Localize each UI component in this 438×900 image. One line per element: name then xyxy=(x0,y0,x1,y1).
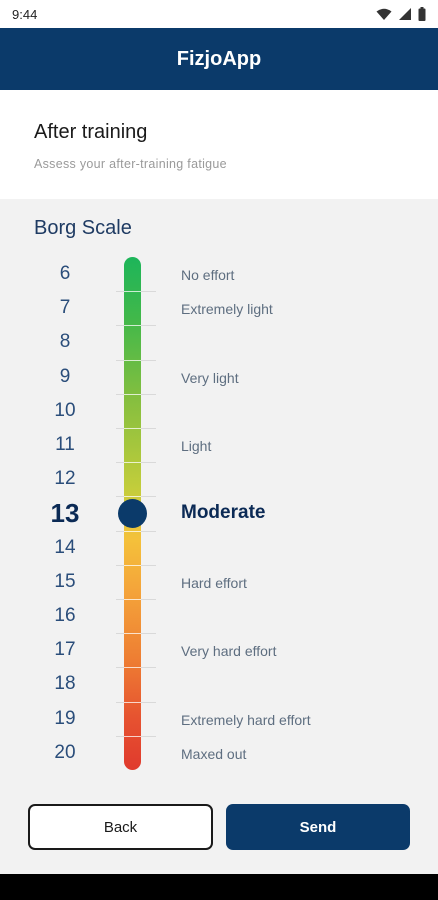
system-nav-bar xyxy=(0,874,438,900)
battery-icon xyxy=(418,7,426,21)
scale-label: Extremely light xyxy=(181,301,273,318)
scale-label: Moderate xyxy=(181,502,266,524)
scale-value: 14 xyxy=(54,536,76,558)
scale-value: 10 xyxy=(54,399,76,421)
back-button[interactable]: Back xyxy=(28,804,213,850)
send-button[interactable]: Send xyxy=(226,804,410,850)
bar-segment-line xyxy=(124,701,141,703)
status-bar: 9:44 xyxy=(0,0,438,28)
scale-row[interactable]: 11 Light xyxy=(0,428,438,462)
scale-value: 15 xyxy=(54,570,76,592)
scale-value: 17 xyxy=(54,639,76,661)
bar-segment-line xyxy=(124,667,141,669)
bar-segment-line xyxy=(124,496,141,498)
page-subtitle: Assess your after-training fatigue xyxy=(34,157,227,171)
status-time: 9:44 xyxy=(12,6,38,22)
bar-segment-line xyxy=(124,428,141,429)
app-title: FizjoApp xyxy=(176,47,262,70)
scale-row[interactable]: 20 Maxed out xyxy=(0,736,438,770)
bar-segment-line xyxy=(124,393,141,395)
bar-segment-line xyxy=(124,735,141,737)
scale-value: 9 xyxy=(59,365,71,387)
scale-label: Maxed out xyxy=(181,745,247,762)
scale-value: 20 xyxy=(54,741,76,763)
bar-segment-line xyxy=(124,599,141,600)
scale-value: 13 xyxy=(50,498,80,529)
bar-segment-line xyxy=(124,359,141,361)
page-title: After training xyxy=(34,121,148,143)
scale-row[interactable]: 19 Extremely hard effort xyxy=(0,702,438,736)
scale-value: 19 xyxy=(54,707,76,729)
scale-row[interactable]: 10 xyxy=(0,394,438,428)
signal-icon xyxy=(399,8,411,20)
scale-row[interactable]: 18 xyxy=(0,667,438,701)
scale-value: 8 xyxy=(59,331,71,353)
scale-row[interactable]: 13 Moderate xyxy=(0,496,438,530)
scale-row[interactable]: 12 xyxy=(0,462,438,496)
page-header: After training Assess your after-trainin… xyxy=(0,90,438,199)
scale-row[interactable]: 14 xyxy=(0,531,438,565)
scale-value: 16 xyxy=(54,605,76,626)
app-bar: FizjoApp xyxy=(0,28,438,90)
scale-row[interactable]: 17 Very hard effort xyxy=(0,633,438,667)
scale-value: 6 xyxy=(59,263,71,284)
status-icons xyxy=(376,7,426,21)
bar-segment-line xyxy=(124,462,141,464)
scale-row[interactable]: 9 Very light xyxy=(0,360,438,394)
wifi-icon xyxy=(376,8,392,20)
scale-value: 18 xyxy=(54,673,76,695)
scale-label: Very light xyxy=(181,369,239,386)
scale-row[interactable]: 7 Extremely light xyxy=(0,291,438,325)
scale-value: 7 xyxy=(59,297,71,319)
scale-value: 11 xyxy=(55,434,75,455)
scale-label: Light xyxy=(181,438,212,454)
scale-row[interactable]: 8 xyxy=(0,325,438,359)
scale-row[interactable]: 15 Hard effort xyxy=(0,565,438,599)
scale-label: No effort xyxy=(181,267,235,283)
bar-segment-line xyxy=(124,291,141,293)
scale-row[interactable]: 6 No effort xyxy=(0,257,438,291)
bar-segment-line xyxy=(124,633,141,635)
scale-title: Borg Scale xyxy=(34,217,132,239)
bar-segment-line xyxy=(124,564,141,566)
scale-row[interactable]: 16 xyxy=(0,599,438,633)
scale-label: Extremely hard effort xyxy=(181,711,311,728)
scale-slider-thumb[interactable] xyxy=(118,498,147,528)
bar-segment-line xyxy=(124,530,141,532)
scale-label: Very hard effort xyxy=(181,643,277,660)
scale-value: 12 xyxy=(54,468,76,490)
scale-label: Hard effort xyxy=(181,574,247,591)
bar-segment-line xyxy=(124,325,141,327)
